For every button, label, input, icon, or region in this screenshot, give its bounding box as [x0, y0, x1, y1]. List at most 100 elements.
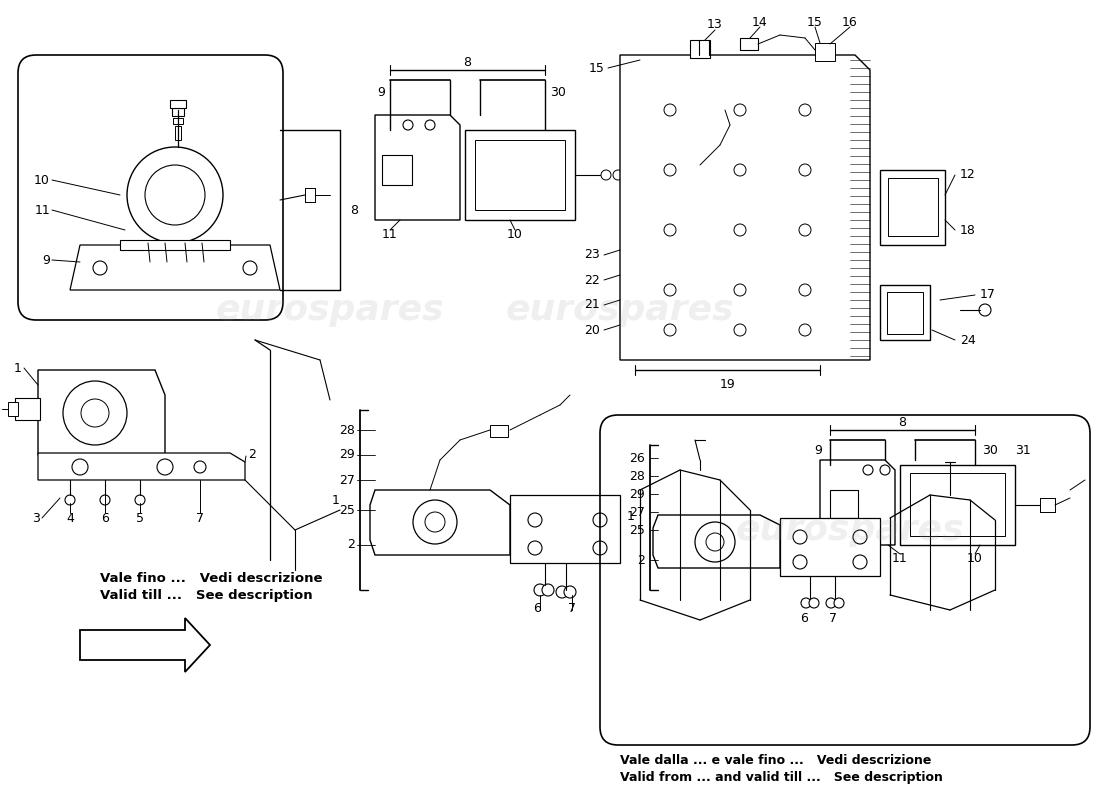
Text: 10: 10: [34, 174, 50, 186]
Circle shape: [852, 530, 867, 544]
Bar: [830, 490, 858, 518]
Text: 10: 10: [967, 551, 983, 565]
Circle shape: [593, 513, 607, 527]
Bar: [465, 130, 575, 220]
Bar: [780, 518, 880, 576]
Text: 11: 11: [382, 229, 398, 242]
Text: 30: 30: [550, 86, 565, 99]
Circle shape: [625, 170, 635, 180]
Circle shape: [534, 584, 546, 596]
Bar: [382, 155, 412, 185]
Circle shape: [403, 120, 412, 130]
Text: 4: 4: [66, 511, 74, 525]
Text: Valid till ...   See description: Valid till ... See description: [100, 590, 312, 602]
Circle shape: [63, 381, 126, 445]
Polygon shape: [70, 245, 280, 290]
Circle shape: [664, 104, 676, 116]
Circle shape: [734, 104, 746, 116]
Bar: [172, 108, 184, 116]
Circle shape: [412, 500, 456, 544]
Circle shape: [194, 461, 206, 473]
Text: 28: 28: [629, 470, 645, 482]
Text: 31: 31: [1015, 443, 1031, 457]
Circle shape: [542, 584, 554, 596]
Text: eurospares: eurospares: [216, 293, 444, 327]
Circle shape: [528, 513, 542, 527]
Polygon shape: [653, 515, 780, 568]
Circle shape: [826, 598, 836, 608]
Text: 1: 1: [627, 510, 635, 523]
Text: 11: 11: [34, 203, 50, 217]
Text: 13: 13: [707, 18, 723, 31]
Circle shape: [799, 164, 811, 176]
Text: 26: 26: [629, 451, 645, 465]
Circle shape: [425, 120, 435, 130]
Text: 21: 21: [584, 298, 600, 311]
Text: 3: 3: [32, 511, 40, 525]
Circle shape: [81, 399, 109, 427]
Text: 28: 28: [339, 423, 355, 437]
Text: 11: 11: [892, 551, 907, 565]
Circle shape: [734, 324, 746, 336]
Circle shape: [864, 465, 873, 475]
Text: 27: 27: [339, 474, 355, 486]
Bar: [8, 402, 18, 416]
Text: 15: 15: [807, 15, 823, 29]
Circle shape: [601, 170, 610, 180]
Text: 9: 9: [377, 86, 385, 99]
Text: 2: 2: [637, 554, 645, 566]
Text: 10: 10: [507, 229, 522, 242]
Circle shape: [799, 284, 811, 296]
Circle shape: [135, 495, 145, 505]
Text: 29: 29: [339, 449, 355, 462]
Circle shape: [65, 495, 75, 505]
Circle shape: [734, 224, 746, 236]
Circle shape: [834, 598, 844, 608]
Bar: [173, 118, 183, 124]
Circle shape: [593, 541, 607, 555]
Polygon shape: [820, 460, 895, 545]
Circle shape: [685, 170, 695, 180]
Circle shape: [664, 164, 676, 176]
Text: 1: 1: [14, 362, 22, 374]
Polygon shape: [375, 115, 460, 220]
Text: 6: 6: [800, 611, 807, 625]
Bar: [740, 38, 758, 50]
Polygon shape: [80, 618, 210, 672]
Circle shape: [808, 598, 820, 608]
Polygon shape: [620, 55, 870, 360]
Text: eurospares: eurospares: [506, 293, 735, 327]
Bar: [900, 465, 1015, 545]
Text: 20: 20: [584, 323, 600, 337]
Circle shape: [157, 459, 173, 475]
Text: 7: 7: [568, 602, 576, 614]
Circle shape: [145, 165, 205, 225]
Circle shape: [425, 512, 446, 532]
Text: eurospares: eurospares: [736, 513, 965, 547]
Text: 6: 6: [101, 511, 109, 525]
Text: 1: 1: [332, 494, 340, 506]
Circle shape: [793, 530, 807, 544]
Text: 23: 23: [584, 249, 600, 262]
Text: 2: 2: [248, 449, 256, 462]
Circle shape: [243, 261, 257, 275]
Circle shape: [979, 304, 991, 316]
Text: 14: 14: [752, 15, 768, 29]
Polygon shape: [39, 370, 165, 455]
Bar: [690, 40, 710, 58]
Text: 8: 8: [463, 55, 471, 69]
Text: 18: 18: [960, 223, 976, 237]
Text: 6: 6: [534, 602, 541, 614]
Text: Vale fino ...   Vedi descrizione: Vale fino ... Vedi descrizione: [100, 571, 322, 585]
Circle shape: [664, 324, 676, 336]
Circle shape: [799, 224, 811, 236]
Circle shape: [100, 495, 110, 505]
Circle shape: [799, 324, 811, 336]
Text: 15: 15: [590, 62, 605, 74]
Bar: [15, 398, 40, 420]
Circle shape: [734, 164, 746, 176]
Text: Valid from ... and valid till ...   See description: Valid from ... and valid till ... See de…: [620, 771, 943, 785]
Polygon shape: [39, 453, 245, 480]
Circle shape: [637, 170, 647, 180]
Text: 7: 7: [829, 611, 837, 625]
